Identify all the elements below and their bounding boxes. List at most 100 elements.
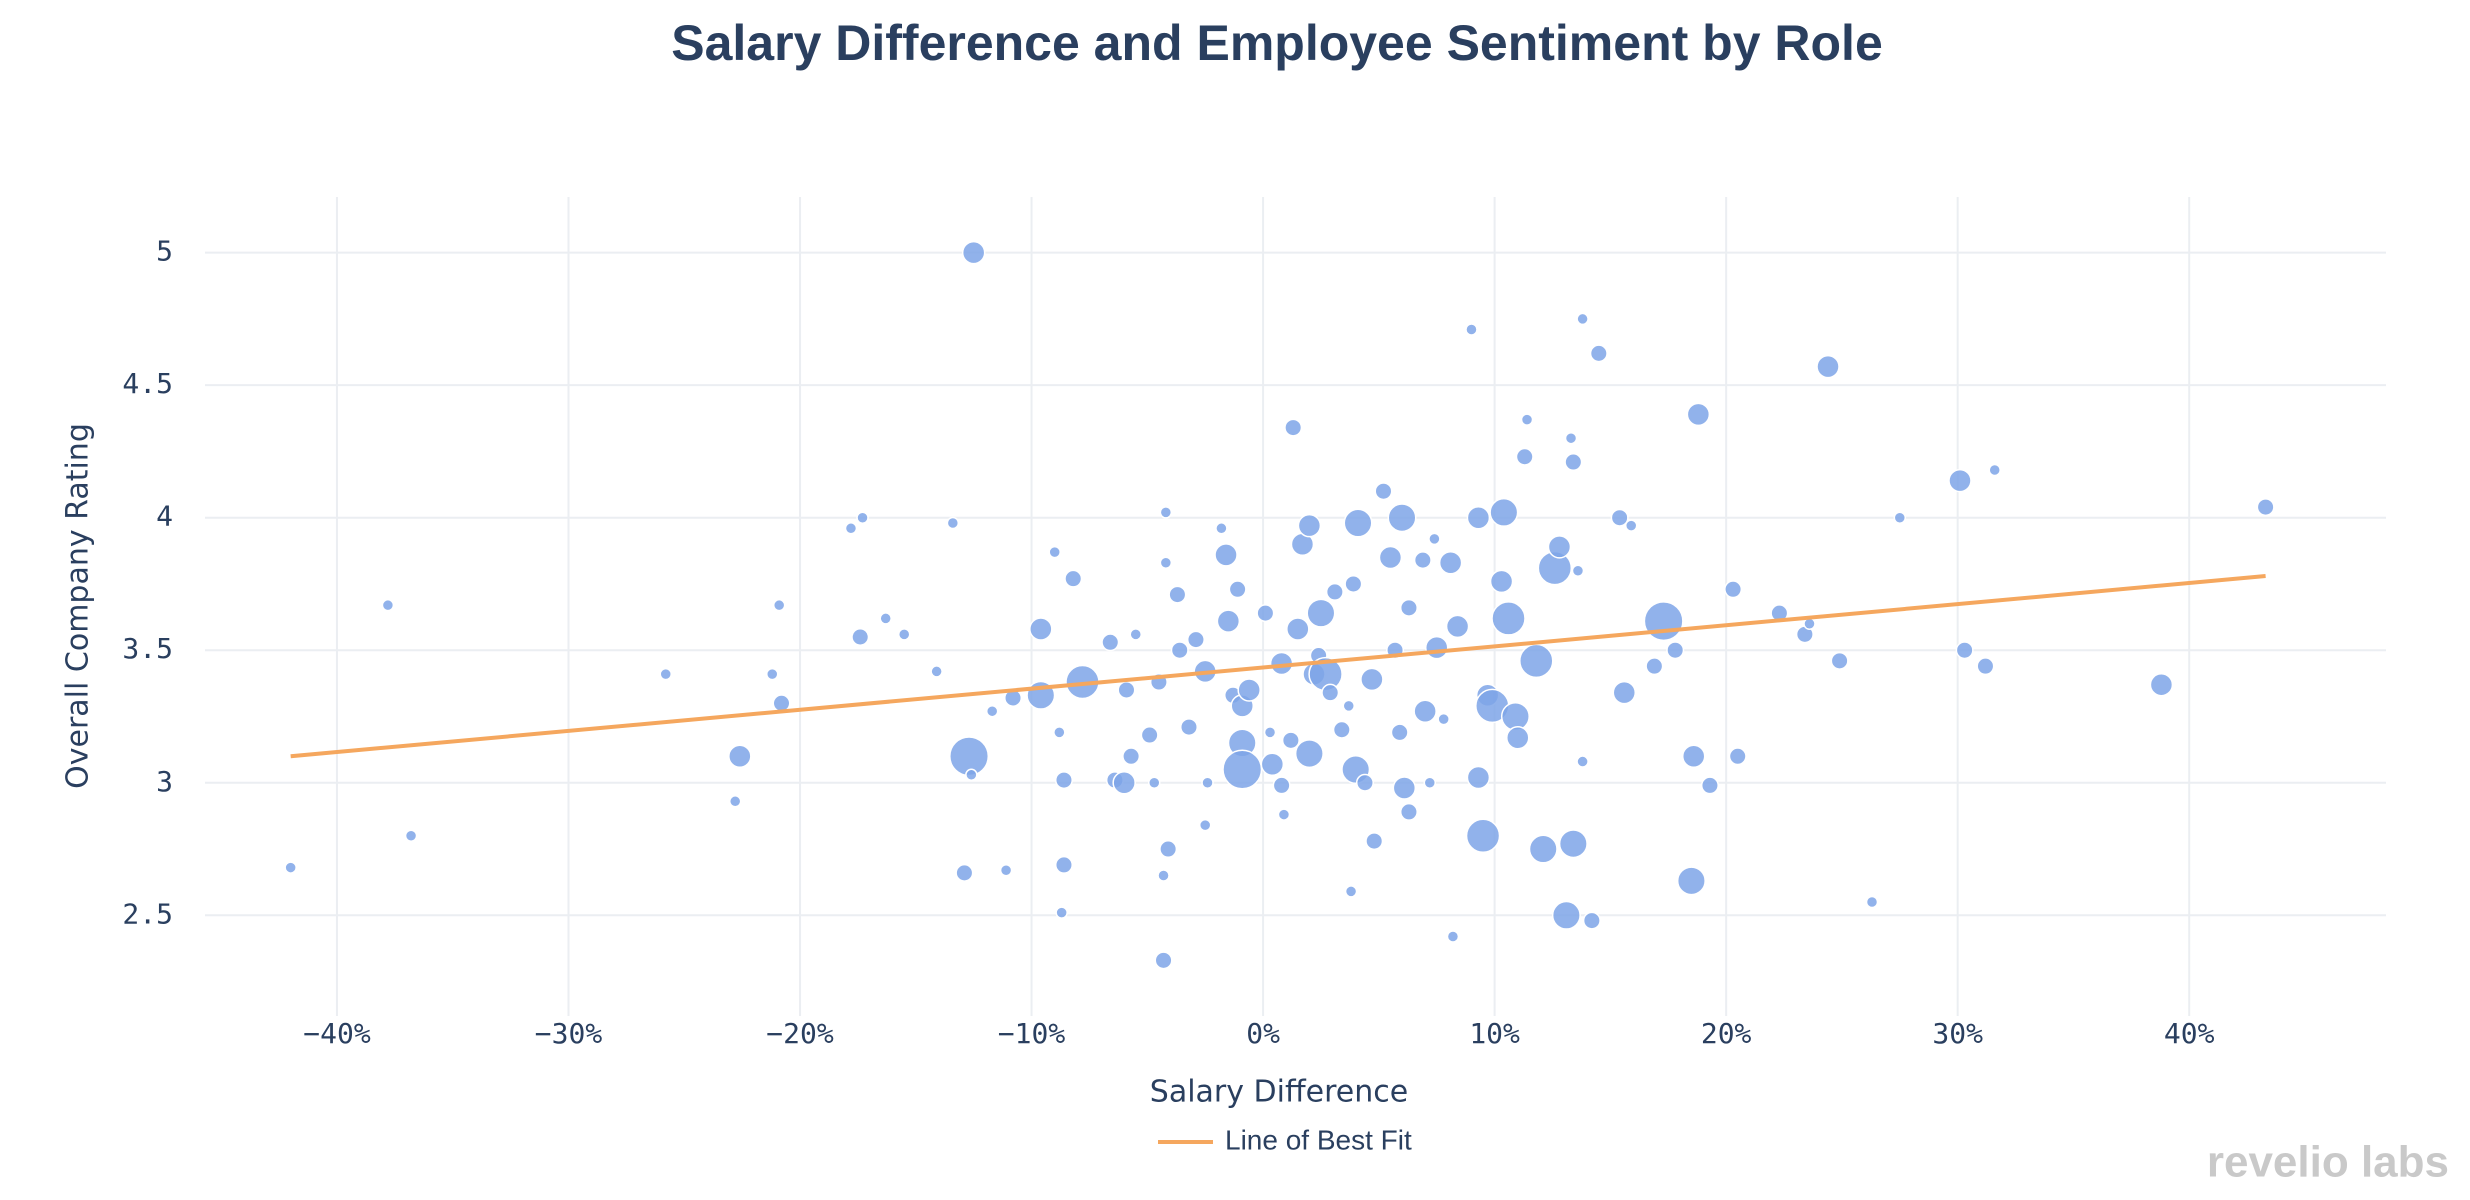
data-point <box>1321 683 1340 702</box>
data-point <box>1344 574 1363 593</box>
data-point <box>1413 699 1437 723</box>
data-point <box>1159 556 1173 570</box>
x-tick-label: 20% <box>1701 1017 1752 1050</box>
data-point <box>1551 900 1581 930</box>
data-point <box>1168 585 1187 604</box>
data-point <box>381 598 395 612</box>
data-point <box>1955 641 1974 660</box>
data-point <box>1286 617 1310 641</box>
y-axis-label: Overall Company Rating <box>61 423 96 789</box>
data-point <box>1101 633 1120 652</box>
data-point <box>965 768 978 782</box>
data-point <box>1466 505 1491 530</box>
y-tick-label: 2.5 <box>122 897 173 930</box>
data-point <box>1724 580 1743 599</box>
data-point <box>1281 731 1300 750</box>
watermark: revelio labs <box>2207 1138 2449 1187</box>
data-point <box>1576 312 1589 326</box>
data-point <box>1325 582 1344 601</box>
x-tick-label: 0% <box>1246 1017 1280 1050</box>
data-point <box>1297 513 1322 538</box>
data-point <box>1170 641 1189 660</box>
data-point <box>1117 680 1136 699</box>
data-point <box>1201 776 1214 790</box>
data-point <box>955 863 974 882</box>
data-point <box>1198 818 1212 832</box>
data-point <box>946 516 960 530</box>
data-point <box>1988 463 2001 477</box>
data-point <box>1306 598 1336 628</box>
data-point <box>999 863 1013 877</box>
data-point <box>1547 535 1572 559</box>
data-point <box>1054 771 1073 790</box>
data-point <box>1159 506 1173 519</box>
data-point <box>772 598 786 612</box>
data-point <box>1154 951 1173 970</box>
data-point <box>1676 866 1706 896</box>
data-point <box>856 511 869 524</box>
x-tick-label: −40% <box>303 1017 371 1050</box>
x-tick-label: 10% <box>1469 1017 1520 1050</box>
data-point <box>1256 604 1275 623</box>
data-point <box>1465 818 1501 854</box>
data-point <box>1413 551 1432 570</box>
data-point <box>2149 672 2174 697</box>
data-point <box>1263 726 1277 739</box>
data-point <box>1360 667 1384 692</box>
data-point <box>1564 431 1578 445</box>
data-point <box>1686 402 1711 427</box>
data-point <box>1424 635 1449 660</box>
data-point <box>1428 532 1441 546</box>
data-point <box>1582 911 1601 930</box>
data-point <box>1465 323 1478 336</box>
data-point <box>765 667 779 681</box>
data-point <box>1491 601 1526 636</box>
data-point <box>2256 498 2275 517</box>
data-point <box>1500 701 1530 731</box>
x-tick-label: −30% <box>535 1017 603 1050</box>
data-point <box>1976 657 1995 676</box>
data-point <box>879 612 892 625</box>
data-point <box>1029 617 1053 641</box>
data-point <box>1387 503 1417 533</box>
data-point <box>1643 601 1684 642</box>
x-tick-label: 30% <box>1932 1017 1983 1050</box>
data-point <box>1666 641 1685 660</box>
y-tick-label: 4 <box>156 500 173 533</box>
data-point <box>1830 651 1849 670</box>
data-point <box>1140 726 1159 745</box>
chart-title: Salary Difference and Employee Sentiment… <box>671 15 1883 71</box>
data-point <box>659 667 672 681</box>
data-point <box>897 628 911 641</box>
data-point <box>1343 508 1373 538</box>
data-point <box>1055 906 1068 919</box>
data-point <box>1506 725 1530 750</box>
data-point <box>1816 354 1840 379</box>
data-point <box>1589 344 1608 363</box>
data-point <box>1489 569 1514 594</box>
x-tick-label: −20% <box>766 1017 834 1050</box>
data-point <box>1466 765 1491 790</box>
y-tick-label: 5 <box>156 235 173 268</box>
data-point <box>1294 739 1324 769</box>
data-point <box>1564 453 1583 472</box>
data-point <box>728 744 752 769</box>
data-point <box>1612 680 1637 705</box>
x-tick-label: 40% <box>2164 1017 2215 1050</box>
data-point <box>1355 773 1374 792</box>
data-point <box>1048 545 1061 559</box>
data-point <box>728 795 742 808</box>
data-point <box>1157 869 1170 882</box>
data-point <box>1260 752 1285 776</box>
fit-line <box>290 574 2266 759</box>
data-point <box>1438 551 1463 575</box>
data-point <box>1390 723 1409 742</box>
data-point <box>1645 657 1664 676</box>
data-point <box>1214 543 1238 567</box>
data-point <box>1378 545 1403 570</box>
data-point <box>1277 808 1291 821</box>
data-point <box>844 522 858 535</box>
data-point <box>1179 718 1198 737</box>
data-point <box>1222 749 1263 790</box>
data-point <box>1112 771 1136 795</box>
